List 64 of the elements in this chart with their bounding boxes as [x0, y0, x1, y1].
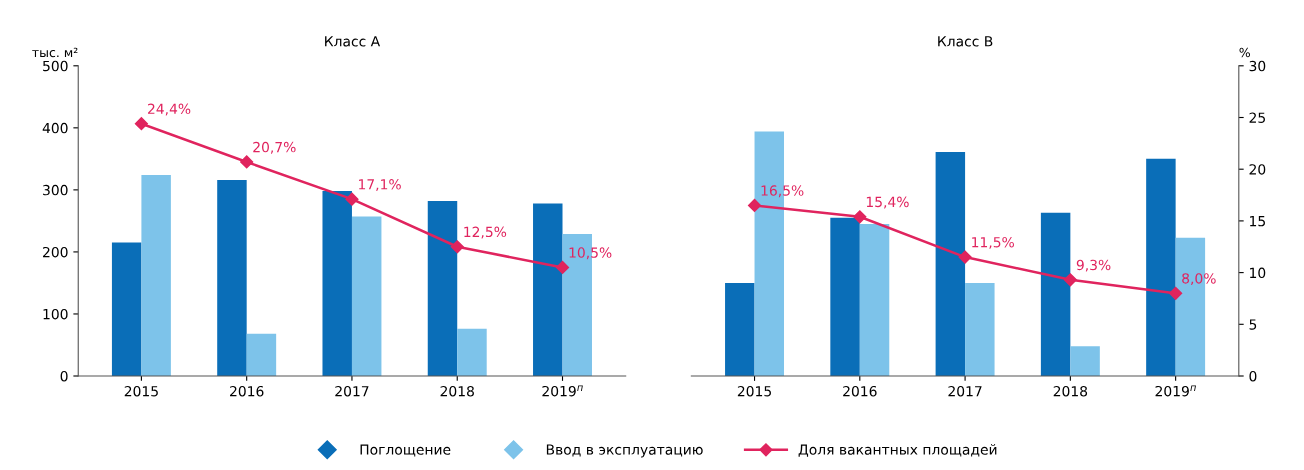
- bar: [935, 152, 966, 376]
- x-tick-label: 2018: [440, 385, 474, 397]
- y-tick-label: 400: [42, 122, 68, 134]
- bar: [533, 203, 563, 376]
- x-tick-label: 2019$^{п}$: [542, 385, 583, 397]
- point: [853, 210, 867, 224]
- y2-axis-title: %: [1239, 47, 1250, 58]
- bar: [830, 217, 860, 376]
- x-tick-label: 2019$^{п}$: [1155, 385, 1196, 397]
- legend-label: Поглощение: [360, 444, 451, 457]
- bar: [725, 282, 755, 376]
- bar: [1040, 212, 1071, 376]
- y2-tick-label: 25: [1249, 112, 1265, 123]
- y-axis-title: тыс. м²: [32, 47, 78, 58]
- bar: [111, 242, 142, 376]
- point: [1169, 286, 1183, 300]
- chart-title: Класс B: [938, 36, 993, 47]
- y2-tick-label: 15: [1250, 216, 1265, 227]
- x-tick-label: 2015: [124, 385, 158, 397]
- point: [555, 260, 570, 275]
- point: [747, 198, 762, 212]
- chart-title: Класс A: [325, 36, 381, 47]
- point: [958, 250, 972, 264]
- bar: [859, 224, 890, 376]
- bar: [322, 191, 352, 376]
- data-label: 20,7%: [253, 141, 296, 154]
- y-tick-label: 300: [43, 184, 68, 196]
- bar: [1070, 346, 1100, 376]
- x-tick-label: 2018: [1053, 385, 1088, 397]
- y2-tick-label: 5: [1249, 319, 1257, 330]
- x-tick-label: 2015: [737, 385, 771, 397]
- x-tick-label: 2017: [335, 385, 369, 397]
- point: [345, 192, 359, 206]
- point: [1063, 273, 1077, 287]
- bar: [457, 328, 487, 376]
- y-tick-label: 100: [43, 308, 68, 320]
- y2-tick-label: 30: [1249, 60, 1266, 72]
- y-tick-label: 0: [60, 370, 68, 382]
- data-label: 24,4%: [147, 103, 191, 116]
- data-label: 9,3%: [1076, 259, 1111, 272]
- y-tick-label: 500: [43, 60, 68, 72]
- bar: [351, 216, 382, 376]
- y-tick-label: 200: [43, 246, 68, 258]
- bar: [427, 201, 458, 376]
- x-tick-label: 2016: [843, 385, 877, 397]
- bar: [246, 333, 277, 376]
- data-label: 11,5%: [972, 236, 1014, 249]
- bar: [141, 174, 171, 376]
- data-label: 12,5%: [464, 226, 507, 239]
- data-label: 15,4%: [866, 196, 909, 209]
- point: [450, 240, 464, 254]
- x-tick-label: 2016: [230, 385, 264, 397]
- point: [134, 117, 148, 131]
- bar: [1146, 158, 1176, 376]
- y2-tick-label: 10: [1250, 267, 1266, 279]
- bar: [217, 179, 247, 376]
- bar: [965, 282, 995, 376]
- legend-label: Ввод в эксплуатацию: [546, 444, 703, 458]
- legend-label: Доля вакантных площадей: [798, 444, 997, 457]
- x-tick-label: 2017: [948, 385, 982, 397]
- y2-tick-label: 20: [1249, 164, 1266, 175]
- data-label: 17,1%: [359, 179, 401, 191]
- point: [240, 155, 254, 169]
- y2-tick-label: 0: [1249, 370, 1257, 382]
